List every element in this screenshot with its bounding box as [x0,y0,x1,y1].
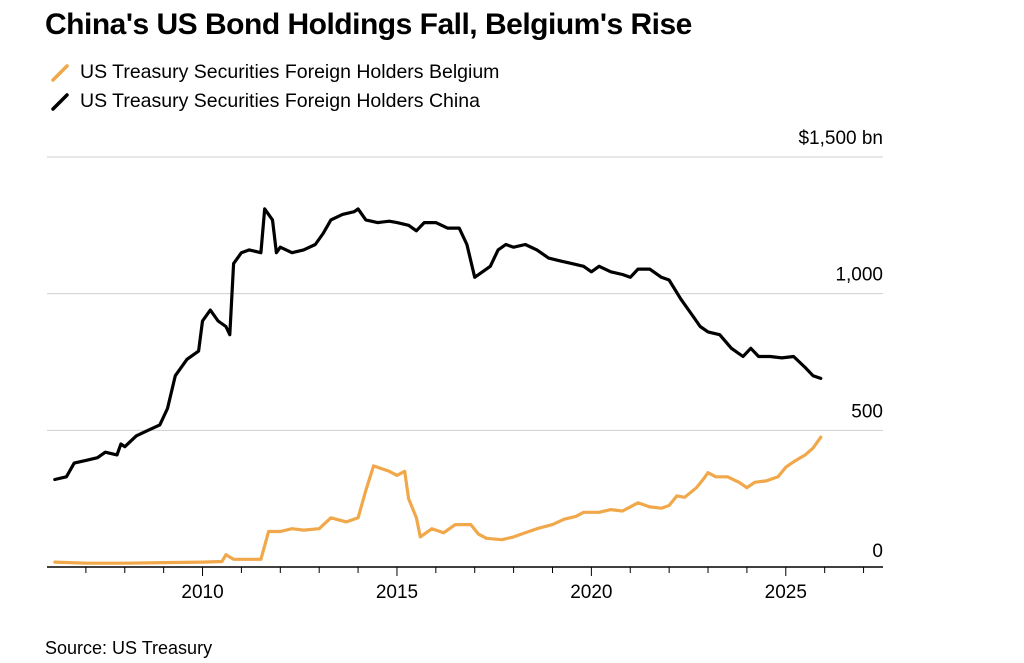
y-tick-label-1000: 1,000 [835,265,883,286]
legend-swatch-china [51,92,69,111]
x-tick-label-2015: 2015 [376,582,418,603]
x-tick-label-2010: 2010 [181,582,223,603]
y-tick-label-500: 500 [851,401,883,422]
legend-swatch-belgium [51,63,69,82]
x-tick-label-2025: 2025 [765,582,807,603]
legend-item-china: US Treasury Securities Foreign Holders C… [50,87,499,116]
legend-swatch-line-china [51,92,69,111]
series-line-belgium [53,435,823,565]
legend-swatch-line-belgium [51,63,69,82]
series-line-china [53,207,823,482]
source-note: Source: US Treasury [45,638,213,658]
legend-item-belgium: US Treasury Securities Foreign Holders B… [50,58,499,87]
legend-label-belgium: US Treasury Securities Foreign Holders B… [80,61,500,83]
x-tick-label-2020: 2020 [570,582,612,603]
y-tick-label-0: 0 [872,541,883,562]
y-tick-label-1500: $1,500 bn [798,128,883,149]
chart-title: China's US Bond Holdings Fall, Belgium's… [45,8,692,41]
legend-label-china: US Treasury Securities Foreign Holders C… [80,90,480,112]
legend: US Treasury Securities Foreign Holders B… [50,58,499,116]
